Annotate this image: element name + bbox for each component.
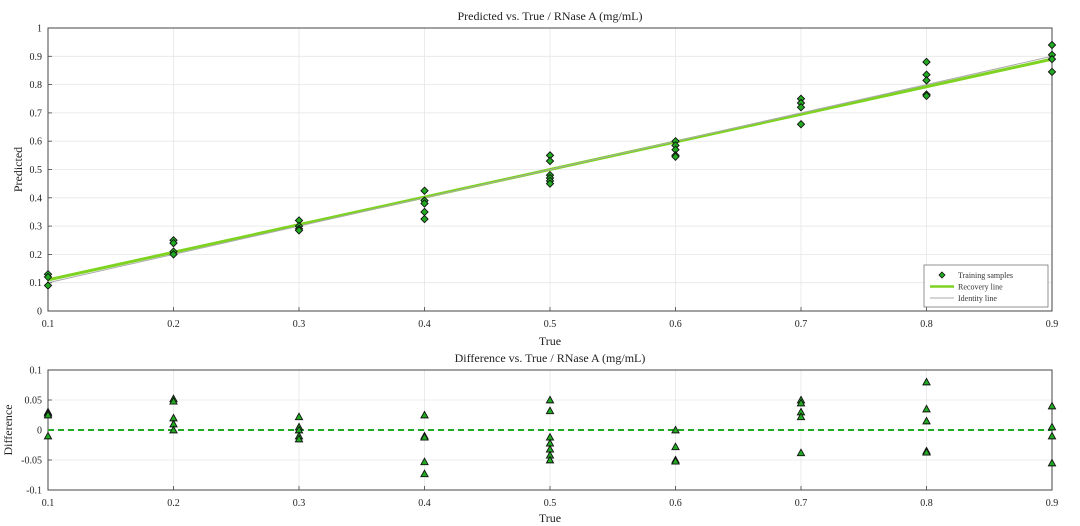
y-tick-label: 0: [37, 426, 42, 437]
data-point: [545, 406, 555, 415]
data-point: [796, 398, 806, 407]
x-tick-label: 0.3: [293, 498, 306, 509]
data-point: [796, 103, 806, 112]
data-point: [43, 410, 53, 419]
data-point: [43, 272, 53, 282]
data-point: [294, 434, 304, 443]
legend-marker-diamond: [938, 271, 946, 279]
y-tick-label: -0.1: [26, 486, 42, 497]
x-tick-label: 0.4: [418, 498, 431, 509]
data-point: [545, 156, 555, 166]
series-line-identity-line: [47, 55, 1053, 284]
data-point: [420, 207, 429, 217]
x-axis-label: True: [539, 511, 561, 525]
data-point: [796, 448, 806, 457]
data-point: [43, 431, 53, 440]
data-point: [420, 410, 429, 419]
y-tick-label: 0.9: [30, 52, 43, 63]
data-point: [671, 456, 680, 465]
data-point: [169, 250, 178, 259]
y-axis-label: Difference: [1, 404, 15, 455]
data-point: [922, 404, 931, 413]
data-point: [796, 412, 806, 421]
y-tick-label: 1: [37, 24, 42, 35]
data-point: [1047, 422, 1057, 431]
legend-label: Identity line: [958, 294, 997, 303]
data-point: [420, 457, 429, 466]
data-point: [545, 179, 555, 188]
data-point: [420, 199, 429, 208]
x-tick-label: 0.7: [795, 319, 808, 330]
data-point: [1047, 401, 1057, 410]
data-point: [420, 432, 429, 441]
data-point: [1047, 431, 1057, 440]
x-axis-label: True: [539, 334, 561, 348]
data-point: [1047, 67, 1057, 77]
x-tick-label: 0.6: [669, 319, 682, 330]
chart-title: Difference vs. True / RNase A (mg/mL): [455, 351, 646, 365]
data-point: [43, 281, 53, 290]
x-tick-label: 0.3: [293, 319, 306, 330]
chart-title: Predicted vs. True / RNase A (mg/mL): [458, 9, 643, 23]
y-tick-label: 0: [37, 307, 42, 318]
y-tick-label: 0.4: [30, 193, 43, 204]
y-tick-label: 0.05: [25, 396, 43, 407]
x-tick-label: 0.2: [167, 319, 180, 330]
x-tick-label: 0.2: [167, 498, 180, 509]
y-tick-label: 0.3: [30, 222, 43, 233]
data-point: [922, 416, 931, 425]
x-tick-label: 0.5: [544, 319, 557, 330]
data-point: [420, 186, 429, 195]
x-tick-label: 0.1: [42, 319, 55, 330]
data-point: [169, 238, 178, 248]
x-tick-label: 0.9: [1046, 498, 1059, 509]
legend: Training samples Recovery line Identity li…: [923, 264, 1049, 308]
x-tick-label: 0.8: [920, 319, 933, 330]
data-point: [1047, 40, 1057, 50]
y-tick-label: 0.8: [30, 80, 43, 91]
data-point: [420, 469, 429, 478]
data-point: [545, 455, 555, 464]
data-point: [922, 76, 931, 85]
data-point: [294, 412, 304, 421]
chart-panel-2: 0.1 0.2 0.3 0.4 0.5 0.6 0.7 0.8 0.9 -0.1 -0.05 0 0.0…: [1, 351, 1058, 525]
x-tick-label: 0.5: [544, 498, 557, 509]
data-point: [922, 91, 931, 101]
y-axis-label: Predicted: [11, 147, 25, 192]
data-point: [169, 396, 178, 405]
data-point: [1047, 54, 1057, 64]
x-tick-label: 0.1: [42, 498, 55, 509]
y-tick-label: 0.5: [30, 165, 43, 176]
data-point: [922, 377, 931, 386]
y-tick-label: -0.05: [21, 456, 42, 467]
data-point: [545, 395, 555, 404]
x-tick-label: 0.8: [920, 498, 933, 509]
y-tick-label: 0.1: [30, 366, 43, 377]
data-point: [1047, 458, 1057, 467]
x-tick-label: 0.6: [669, 498, 682, 509]
y-tick-label: 0.1: [30, 278, 43, 289]
x-tick-label: 0.9: [1046, 319, 1059, 330]
legend-label: Recovery line: [958, 283, 1003, 292]
data-point: [420, 214, 429, 224]
chart-panel-1: 0.1 0.2 0.3 0.4 0.5 0.6 0.7 0.8 0.900.10.20.30.4…: [11, 9, 1058, 348]
data-point: [671, 425, 680, 434]
data-point: [671, 152, 680, 162]
x-tick-label: 0.4: [418, 319, 431, 330]
data-point: [922, 57, 931, 67]
y-tick-label: 0.6: [30, 137, 43, 148]
x-tick-label: 0.7: [795, 498, 808, 509]
data-point: [169, 425, 178, 434]
y-tick-label: 0.2: [30, 250, 43, 261]
data-point: [671, 442, 680, 451]
data-point: [796, 119, 806, 129]
data-point: [922, 447, 931, 456]
y-tick-label: 0.7: [30, 108, 43, 119]
data-point: [294, 226, 304, 235]
legend-label: Training samples: [958, 271, 1013, 280]
